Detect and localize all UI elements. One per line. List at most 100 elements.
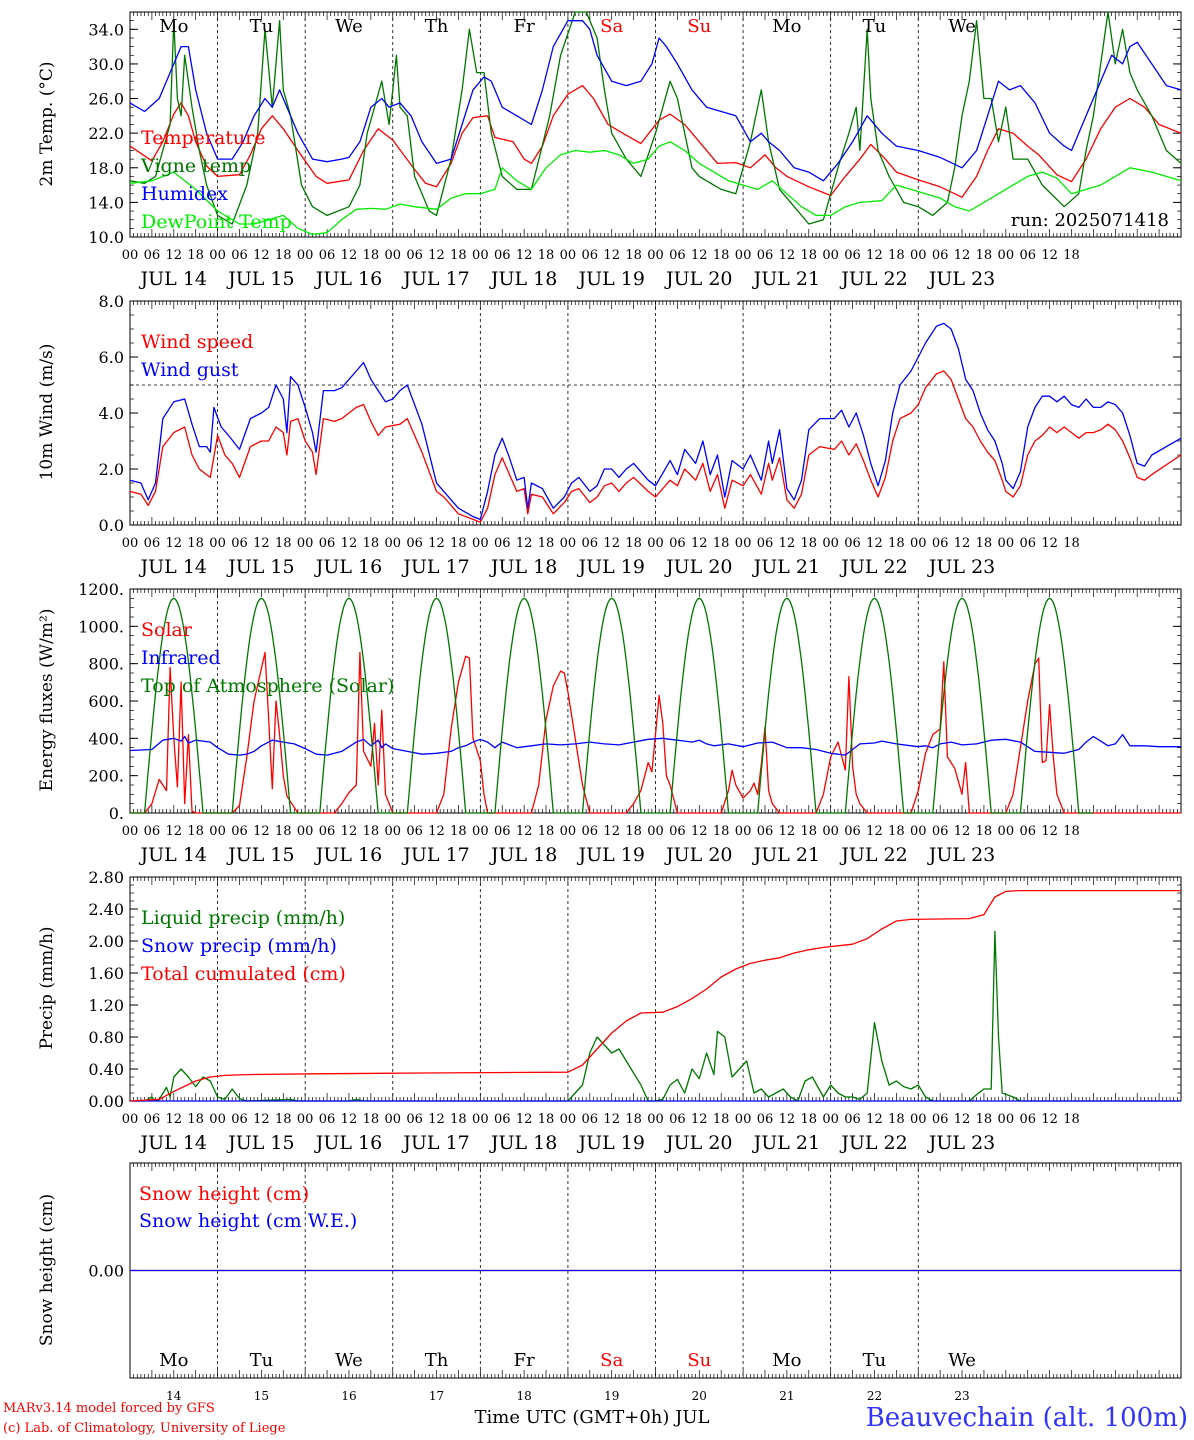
x-hour-label: 06 <box>1019 824 1036 839</box>
x-hour-label: 06 <box>582 1112 599 1127</box>
x-hour-label: 06 <box>582 248 599 263</box>
x-hour-label: 12 <box>779 536 796 551</box>
x-hour-label: 06 <box>319 536 336 551</box>
day-of-month-label: 23 <box>954 1389 969 1403</box>
x-hour-label: 12 <box>253 248 270 263</box>
x-hour-label: 00 <box>822 536 839 551</box>
weekday-label: Mo <box>159 1350 188 1371</box>
weekday-label: Mo <box>772 1350 801 1371</box>
x-date-label: JUL 14 <box>139 268 207 290</box>
x-hour-label: 06 <box>144 536 161 551</box>
weekday-label: Mo <box>159 16 188 37</box>
x-date-label: JUL 14 <box>139 556 207 578</box>
day-of-month-label: 19 <box>604 1389 619 1403</box>
x-date-label: JUL 17 <box>401 844 469 866</box>
weekday-label: We <box>335 16 363 37</box>
x-date-label: JUL 20 <box>664 1132 732 1154</box>
x-hour-label: 00 <box>647 1112 664 1127</box>
series-line-solar <box>130 651 1181 814</box>
x-hour-label: 12 <box>253 1112 270 1127</box>
credit-line-2: (c) Lab. of Climatology, University of L… <box>3 1421 286 1436</box>
y-axis-label: 10m Wind (m/s) <box>37 344 57 481</box>
y-tick-label: 1.20 <box>88 996 124 1015</box>
x-hour-label: 00 <box>297 1112 314 1127</box>
x-hour-label: 12 <box>779 1112 796 1127</box>
x-hour-label: 18 <box>538 536 555 551</box>
x-hour-label: 06 <box>406 536 423 551</box>
y-tick-label: 34.0 <box>88 20 124 39</box>
x-date-label: JUL 23 <box>927 556 995 578</box>
x-date-label: JUL 16 <box>314 1132 382 1154</box>
y-tick-label: 1200. <box>78 580 124 599</box>
legend-entry: Infrared <box>141 647 221 669</box>
x-hour-label: 00 <box>910 824 927 839</box>
x-hour-label: 12 <box>166 536 183 551</box>
x-hour-label: 06 <box>844 536 861 551</box>
series-line-vigne-temp <box>129 11 1182 225</box>
x-hour-label: 00 <box>647 536 664 551</box>
x-hour-label: 12 <box>253 824 270 839</box>
x-hour-label: 00 <box>209 248 226 263</box>
x-hour-label: 12 <box>516 248 533 263</box>
series-line-top-of-atmosphere-solar- <box>130 597 1094 814</box>
x-hour-label: 18 <box>888 248 905 263</box>
x-hour-label: 00 <box>209 1112 226 1127</box>
x-hour-label: 06 <box>406 824 423 839</box>
x-hour-label: 12 <box>341 536 358 551</box>
x-hour-label: 18 <box>976 248 993 263</box>
x-hour-label: 06 <box>757 248 774 263</box>
series-line-wind-speed <box>129 370 1182 523</box>
x-hour-label: 00 <box>998 1112 1015 1127</box>
x-hour-label: 18 <box>713 1112 730 1127</box>
x-hour-label: 00 <box>472 248 489 263</box>
x-hour-label: 06 <box>932 824 949 839</box>
x-hour-label: 06 <box>406 1112 423 1127</box>
y-axis-label: 2m Temp. (°C) <box>37 61 57 186</box>
x-hour-label: 00 <box>735 248 752 263</box>
x-hour-label: 06 <box>1019 536 1036 551</box>
day-of-month-label: 21 <box>779 1389 794 1403</box>
weekday-label: We <box>335 1350 363 1371</box>
x-date-label: JUL 23 <box>927 268 995 290</box>
x-date-label: JUL 17 <box>401 556 469 578</box>
y-tick-label: 2.80 <box>88 868 124 887</box>
y-tick-label: 800. <box>88 655 124 674</box>
x-hour-label: 12 <box>691 248 708 263</box>
weekday-label: Tu <box>863 16 887 37</box>
x-hour-label: 06 <box>757 1112 774 1127</box>
x-hour-label: 12 <box>516 1112 533 1127</box>
x-date-label: JUL 19 <box>576 844 644 866</box>
legend-entry: Wind gust <box>141 359 239 381</box>
x-hour-label: 12 <box>954 824 971 839</box>
x-hour-label: 12 <box>866 824 883 839</box>
x-hour-label: 18 <box>888 824 905 839</box>
x-hour-label: 12 <box>166 824 183 839</box>
x-hour-label: 18 <box>275 1112 292 1127</box>
y-tick-label: 200. <box>88 767 124 786</box>
y-tick-label: 0. <box>109 804 124 823</box>
x-hour-label: 00 <box>297 248 314 263</box>
x-hour-label: 12 <box>428 536 445 551</box>
x-hour-label: 06 <box>144 1112 161 1127</box>
x-hour-label: 12 <box>1041 248 1058 263</box>
weekday-label: Tu <box>250 1350 274 1371</box>
weekday-label: We <box>948 16 976 37</box>
x-hour-label: 06 <box>669 536 686 551</box>
x-hour-label: 12 <box>691 824 708 839</box>
x-hour-label: 18 <box>713 536 730 551</box>
meteogram-panels: 10.0 14.0 18.0 22.0 26.0 30.0 34.0 2m Temp. (°C… <box>37 11 1182 1403</box>
x-hour-label: 18 <box>363 248 380 263</box>
x-hour-label: 00 <box>384 536 401 551</box>
series-line-temperature <box>129 84 1182 198</box>
x-hour-label: 18 <box>976 1112 993 1127</box>
x-hour-label: 00 <box>472 824 489 839</box>
x-hour-label: 18 <box>363 536 380 551</box>
x-hour-label: 00 <box>998 536 1015 551</box>
x-hour-label: 06 <box>144 824 161 839</box>
x-hour-label: 00 <box>209 824 226 839</box>
x-hour-label: 12 <box>954 1112 971 1127</box>
x-hour-label: 12 <box>603 536 620 551</box>
y-tick-label: 2.40 <box>88 900 124 919</box>
x-hour-label: 00 <box>998 824 1015 839</box>
x-hour-label: 00 <box>822 1112 839 1127</box>
